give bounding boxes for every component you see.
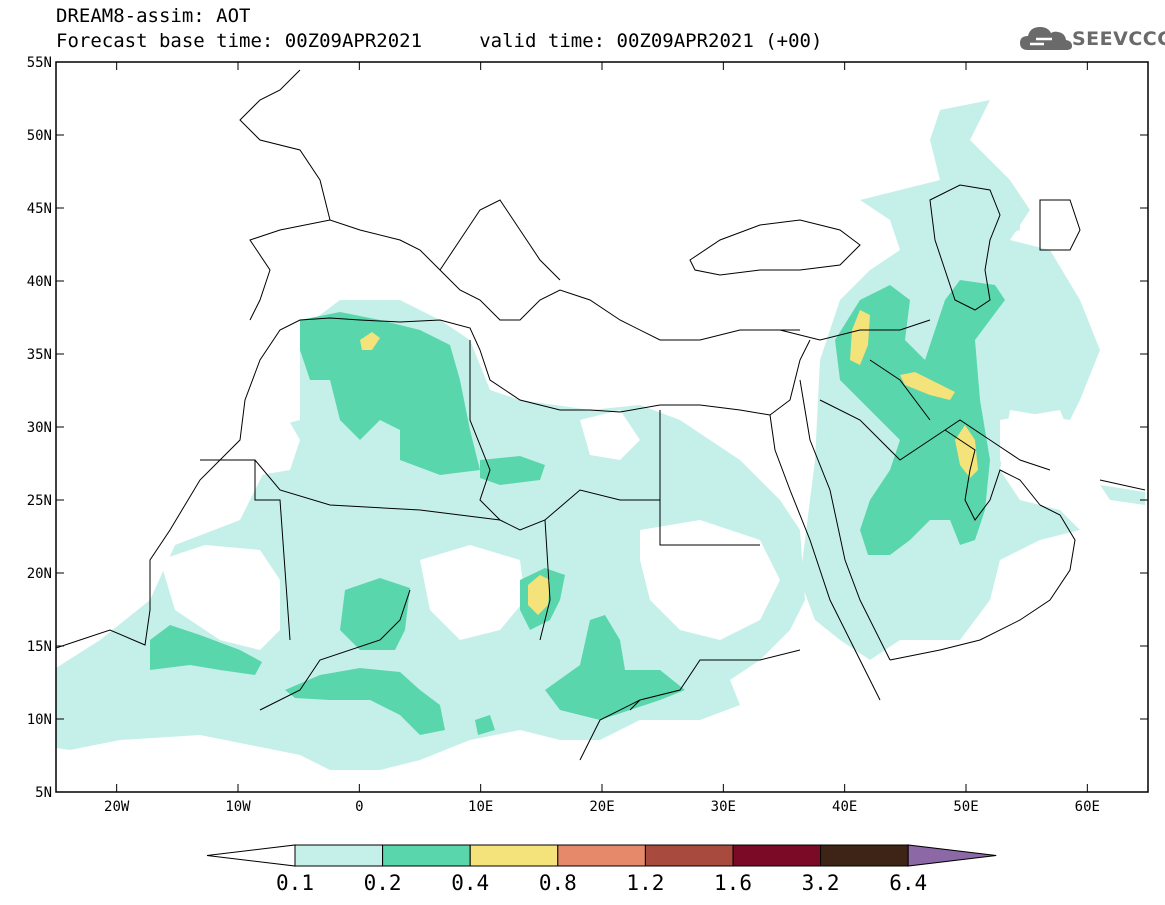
logo-text: SEEVCCC <box>1072 28 1165 50</box>
lon-tick-label: 10E <box>468 799 493 815</box>
coastlines <box>56 69 1146 761</box>
contour-04-kuwait <box>955 425 978 478</box>
lat-tick-label: 50N <box>27 128 52 144</box>
colorbar-label: 6.4 <box>889 871 928 895</box>
colorbar-label: 0.4 <box>451 871 490 895</box>
lat-tick-label: 10N <box>27 712 52 728</box>
contour-01-se-arabia <box>1100 485 1145 505</box>
colorbar-label: 3.2 <box>801 871 840 895</box>
contour-02-mali-senegal <box>150 625 262 675</box>
lon-tick-label: 20E <box>589 799 614 815</box>
colorbar-label: 1.6 <box>714 871 752 895</box>
lat-tick-label: 55N <box>27 55 52 71</box>
forecast-time-line: Forecast base time: 00Z09APR2021 valid t… <box>56 30 823 52</box>
contour-04-iraq-north <box>850 310 870 365</box>
lat-tick-label: 15N <box>27 639 52 655</box>
contour-02-nigeria <box>285 668 445 735</box>
lon-tick-label: 20W <box>104 799 130 815</box>
contour-02-small-a <box>475 715 495 735</box>
aot-contours <box>56 100 1145 770</box>
seevccc-logo: SEEVCCC <box>1018 22 1165 56</box>
lat-axis: 5N 10N 15N 20N 25N 30N 35N 40N 45N 50N 55N <box>27 55 1148 801</box>
lon-tick-label: 50E <box>953 799 978 815</box>
lon-tick-label: 10W <box>225 799 251 815</box>
cloud-icon <box>1020 27 1072 50</box>
lat-tick-label: 20N <box>27 566 52 582</box>
lat-tick-label: 5N <box>35 785 52 801</box>
colorbar-label: 0.2 <box>363 871 402 895</box>
lat-tick-label: 45N <box>27 201 52 217</box>
contour-02-algeria-tunisia <box>300 312 480 475</box>
lon-axis: 20W 10W 0 10E 20E 30E 40E 50E 60E <box>104 62 1100 815</box>
contour-04-iraq-south <box>900 372 955 400</box>
contour-04-chad <box>528 575 550 615</box>
map-title: DREAM8-assim: AOT <box>56 5 251 27</box>
contour-02-niger <box>340 578 410 650</box>
lat-tick-label: 30N <box>27 420 52 436</box>
contour-04-algeria <box>360 332 380 350</box>
contour-02-iraq-gulf <box>835 280 1005 555</box>
contour-01-caspian <box>930 180 1020 240</box>
lon-tick-label: 60E <box>1075 799 1100 815</box>
contour-02-sudan-chad <box>545 615 685 720</box>
colorbar-label: 0.1 <box>276 871 314 895</box>
lon-tick-label: 40E <box>832 799 857 815</box>
colorbar-label: 0.8 <box>538 871 577 895</box>
lon-tick-label: 30E <box>711 799 736 815</box>
lon-tick-label: 0 <box>355 799 363 815</box>
colorbar-label: 1.2 <box>626 871 665 895</box>
lat-tick-label: 35N <box>27 347 52 363</box>
contour-02-libya <box>480 456 545 485</box>
lat-tick-label: 25N <box>27 493 52 509</box>
lat-tick-label: 40N <box>27 274 52 290</box>
